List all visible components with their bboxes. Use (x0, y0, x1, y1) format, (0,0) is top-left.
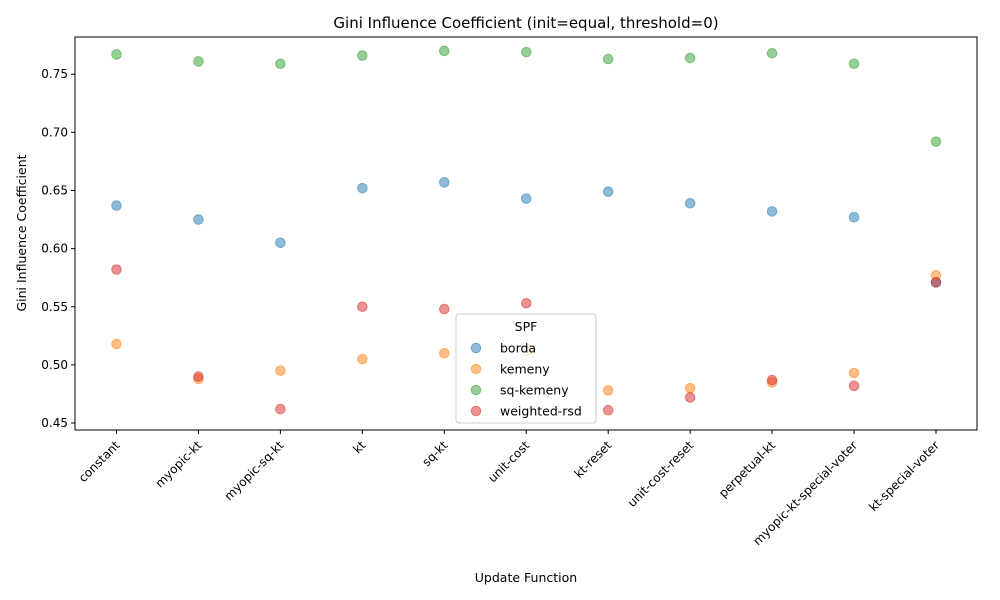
point-sq-kemeny-unit-cost (520, 46, 532, 58)
point-weighted-rsd-kt (357, 301, 368, 313)
legend-marker-sq-kemeny (470, 384, 482, 396)
point-kemeny-kt-reset (602, 385, 614, 396)
legend-frame (455, 313, 597, 424)
legend: SPF borda kemeny sq-kemeny weighted-rsd (455, 313, 597, 424)
point-weighted-rsd-kt-reset (602, 404, 614, 416)
point-borda-kt-reset (602, 186, 614, 197)
point-borda-unit-cost-reset (684, 197, 696, 209)
point-borda-myopic-kt (193, 214, 204, 225)
legend-label-borda: borda (500, 341, 536, 356)
y-axis-ticks: 0.45 0.50 0.55 0.60 0.65 0.70 0.75 (41, 67, 75, 430)
y-tick-label: 0.65 (41, 183, 68, 197)
point-borda-perpetual-kt (766, 206, 778, 217)
point-weighted-rsd-myopic-sq-kt (275, 403, 286, 415)
point-weighted-rsd-myopic-kt (193, 371, 204, 382)
point-sq-kemeny-myopic-sq-kt (275, 58, 286, 70)
x-axis-ticks: constant myopic-kt myopic-sq-kt kt sq-kt unit… (76, 430, 942, 548)
point-borda-myopic-sq-kt (275, 237, 286, 249)
point-kemeny-myopic-kt-special-voter (848, 367, 860, 379)
x-tick-label-unit-cost: unit-cost (485, 438, 532, 485)
point-sq-kemeny-myopic-kt-special-voter (848, 58, 860, 70)
point-borda-unit-cost (520, 193, 532, 204)
legend-marker-borda (470, 342, 482, 354)
point-borda-sq-kt (439, 177, 450, 188)
point-sq-kemeny-kt-reset (602, 53, 614, 65)
point-kemeny-constant (111, 338, 122, 350)
point-sq-kemeny-myopic-kt (193, 56, 204, 67)
point-sq-kemeny-kt-special-voter (930, 136, 942, 147)
y-tick-label: 0.70 (41, 125, 68, 139)
data-points (111, 45, 942, 416)
x-tick-label-kt-reset: kt-reset (572, 438, 615, 481)
x-tick-label-constant: constant (76, 438, 123, 485)
y-tick-label: 0.55 (41, 300, 68, 314)
x-tick-label-kt-special-voter: kt-special-voter (866, 438, 942, 514)
point-weighted-rsd-unit-cost-reset (684, 392, 696, 403)
chart-title: Gini Influence Coefficient (init=equal, … (333, 14, 718, 32)
point-sq-kemeny-kt (357, 50, 368, 61)
point-sq-kemeny-unit-cost-reset (684, 52, 696, 64)
point-weighted-rsd-unit-cost (520, 297, 532, 309)
point-weighted-rsd-constant (111, 264, 122, 275)
point-weighted-rsd-kt-special-voter (930, 277, 942, 288)
point-weighted-rsd-perpetual-kt (766, 374, 778, 386)
legend-items: borda kemeny sq-kemeny weighted-rsd (470, 341, 582, 419)
x-tick-label-kt: kt (350, 438, 368, 456)
point-sq-kemeny-perpetual-kt (766, 47, 778, 59)
legend-label-sq-kemeny: sq-kemeny (500, 383, 569, 398)
x-tick-label-myopic-kt: myopic-kt (152, 438, 204, 490)
legend-label-weighted-rsd: weighted-rsd (500, 404, 582, 419)
x-axis-label: Update Function (475, 570, 577, 585)
point-borda-kt (357, 182, 368, 194)
legend-title: SPF (515, 319, 538, 334)
point-borda-myopic-kt-special-voter (848, 211, 860, 223)
y-tick-label: 0.50 (41, 358, 68, 372)
x-tick-label-unit-cost-reset: unit-cost-reset (625, 438, 697, 510)
point-kemeny-unit-cost-reset (684, 382, 696, 394)
point-weighted-rsd-sq-kt (439, 303, 450, 315)
x-tick-label-myopic-sq-kt: myopic-sq-kt (222, 438, 287, 503)
y-tick-label: 0.45 (41, 416, 68, 430)
point-borda-constant (111, 200, 122, 211)
y-axis-label: Gini Influence Coefficient (14, 154, 29, 311)
point-kemeny-myopic-sq-kt (275, 365, 286, 377)
x-tick-label-sq-kt: sq-kt (419, 438, 450, 469)
point-sq-kemeny-constant (111, 49, 122, 60)
x-tick-label-perpetual-kt: perpetual-kt (716, 438, 778, 500)
point-kemeny-kt (357, 353, 368, 365)
y-tick-label: 0.60 (41, 242, 68, 256)
legend-marker-weighted-rsd (470, 405, 482, 417)
y-tick-label: 0.75 (41, 67, 68, 81)
point-weighted-rsd-myopic-kt-special-voter (848, 380, 860, 392)
legend-label-kemeny: kemeny (500, 362, 550, 377)
point-kemeny-sq-kt (439, 347, 450, 359)
point-sq-kemeny-sq-kt (439, 45, 450, 57)
legend-marker-kemeny (470, 363, 482, 375)
